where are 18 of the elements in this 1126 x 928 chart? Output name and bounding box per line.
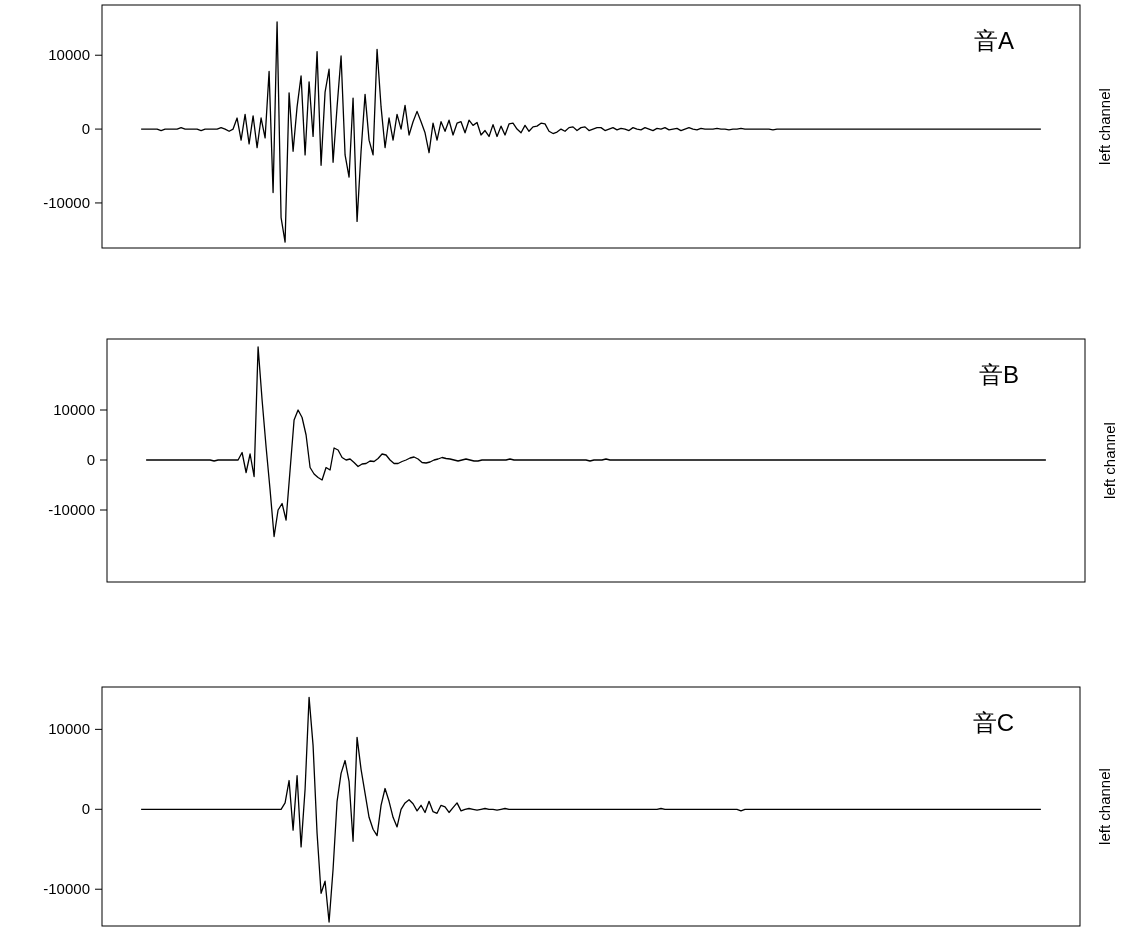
y-tick-label: -10000 [43,193,90,211]
line-series [145,346,1047,538]
y-tick-label: -10000 [48,501,95,518]
y-axis-title: left channel [1101,422,1118,499]
y-tick-label: 0 [81,800,90,818]
text: 音A [973,27,1014,54]
y-tick-label: 0 [81,120,90,138]
y-tick-label: -10000 [43,880,90,898]
y-tick-label: 0 [86,451,95,468]
line-series [140,696,1042,923]
y-axis-title: left channel [1096,768,1113,845]
y-tick-label: 10000 [48,46,90,64]
y-axis-title: left channel [1096,88,1113,165]
y-tick-label: 10000 [48,720,90,738]
line-series [140,21,1042,243]
text: 音C [972,709,1014,736]
text: 音B [978,361,1019,388]
y-tick-label: 10000 [53,401,95,418]
